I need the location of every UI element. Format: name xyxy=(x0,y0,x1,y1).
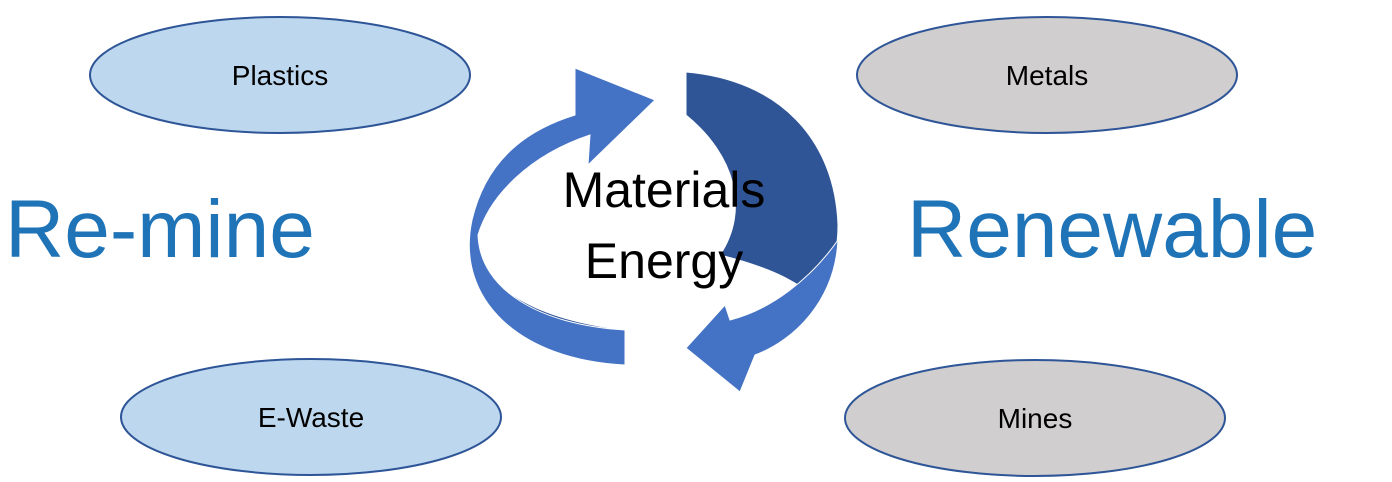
ewaste-label: E-Waste xyxy=(258,402,364,433)
right-heading-renewable: Renewable xyxy=(907,184,1317,275)
mines-ellipse xyxy=(844,359,1226,477)
center-label-energy: Energy xyxy=(585,233,743,289)
mines-label: Mines xyxy=(998,403,1073,434)
ewaste-ellipse xyxy=(120,358,502,476)
node-mines: Mines xyxy=(844,359,1226,477)
metals-label: Metals xyxy=(1006,60,1088,91)
node-plastics: Plastics xyxy=(89,16,471,134)
node-ewaste: E-Waste xyxy=(120,358,502,476)
center-label-materials: Materials xyxy=(563,162,766,218)
plastics-label: Plastics xyxy=(232,60,328,91)
left-heading-remine: Re-mine xyxy=(5,184,315,275)
metals-ellipse xyxy=(856,16,1238,134)
node-metals: Metals xyxy=(856,16,1238,134)
right-arc-arrowhead xyxy=(685,238,839,393)
left-arc-arrow xyxy=(468,67,656,366)
plastics-ellipse xyxy=(89,16,471,134)
cycle-arrows xyxy=(468,67,839,393)
